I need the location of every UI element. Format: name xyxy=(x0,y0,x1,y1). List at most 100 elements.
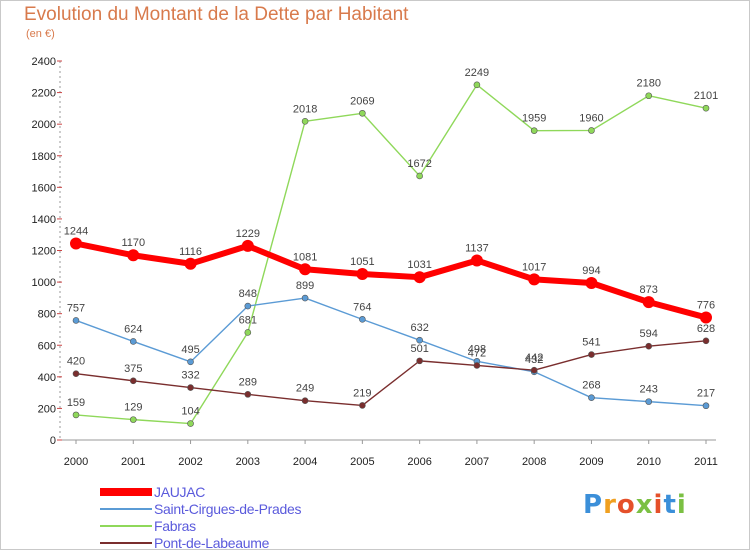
data-point xyxy=(301,294,309,302)
data-point xyxy=(530,366,538,374)
x-tick-label: 2004 xyxy=(293,456,317,468)
data-label: 243 xyxy=(640,384,658,396)
data-point xyxy=(244,329,252,336)
data-point xyxy=(702,104,710,112)
data-label: 764 xyxy=(353,301,371,313)
x-tick-label: 2011 xyxy=(694,456,718,468)
data-label: 1672 xyxy=(407,158,431,170)
data-point xyxy=(645,92,653,100)
x-tick-label: 2006 xyxy=(407,456,431,468)
data-label: 432 xyxy=(525,354,543,366)
legend-swatch xyxy=(100,525,152,527)
y-tick-label: 800 xyxy=(38,309,56,321)
x-tick-label: 2003 xyxy=(236,456,260,468)
series-line-0 xyxy=(75,240,707,321)
data-label: 495 xyxy=(181,344,199,356)
data-label: 289 xyxy=(239,376,257,388)
data-point xyxy=(299,263,312,276)
data-label: 1116 xyxy=(179,246,202,258)
series-line-2 xyxy=(75,84,707,425)
logo-letter: r xyxy=(603,490,617,520)
data-label: 1017 xyxy=(522,261,546,273)
data-point xyxy=(528,273,541,286)
data-point xyxy=(642,296,655,309)
data-label: 594 xyxy=(640,328,658,340)
series-line-1 xyxy=(75,297,707,407)
logo-letter: o xyxy=(616,490,636,520)
data-label: 2101 xyxy=(694,90,718,102)
data-label: 129 xyxy=(124,402,142,414)
data-label: 1244 xyxy=(64,226,88,238)
x-tick-label: 2000 xyxy=(64,456,88,468)
data-point xyxy=(585,277,598,290)
data-label: 1081 xyxy=(293,251,317,263)
data-point xyxy=(700,311,712,324)
y-tick-label: 2400 xyxy=(32,56,56,68)
data-point xyxy=(72,317,80,324)
data-point xyxy=(187,420,194,427)
data-label: 628 xyxy=(697,323,715,335)
data-point xyxy=(127,249,140,262)
proxiti-logo: Proxiti xyxy=(583,490,687,520)
x-tick-label: 2007 xyxy=(465,456,489,468)
data-point xyxy=(356,268,369,281)
data-label: 375 xyxy=(124,363,142,375)
data-point xyxy=(416,172,423,180)
data-label: 632 xyxy=(410,322,428,334)
data-point xyxy=(359,316,366,323)
data-point xyxy=(588,394,595,401)
data-label: 332 xyxy=(181,370,199,382)
x-tick-label: 2005 xyxy=(350,456,374,468)
data-label: 757 xyxy=(67,302,85,314)
x-tick-label: 2008 xyxy=(522,456,546,468)
data-label: 776 xyxy=(697,299,715,311)
data-label: 848 xyxy=(239,288,257,300)
y-tick-label: 200 xyxy=(38,403,56,415)
data-point xyxy=(530,127,538,134)
legend-swatch xyxy=(100,508,152,510)
legend-label: Fabras xyxy=(154,518,196,534)
data-label: 873 xyxy=(640,284,658,296)
y-tick-label: 1600 xyxy=(32,182,56,194)
logo-letter: P xyxy=(583,490,604,520)
data-point xyxy=(416,357,423,365)
data-label: 104 xyxy=(181,406,199,418)
data-point xyxy=(645,398,653,405)
legend-swatch xyxy=(100,542,152,544)
data-label: 541 xyxy=(582,337,600,349)
data-label: 249 xyxy=(296,383,314,395)
logo-letter: x xyxy=(635,490,654,520)
data-label: 442 xyxy=(525,352,543,364)
x-tick-label: 2002 xyxy=(178,456,202,468)
data-label: 2018 xyxy=(293,103,317,115)
y-tick-label: 1800 xyxy=(32,151,56,163)
data-point xyxy=(72,370,80,377)
y-tick-label: 1200 xyxy=(32,246,56,258)
data-point xyxy=(416,336,423,344)
data-point xyxy=(588,127,595,134)
data-point xyxy=(413,271,426,284)
y-tick-label: 0 xyxy=(50,435,56,447)
data-label: 501 xyxy=(410,343,428,355)
data-point xyxy=(129,416,137,423)
data-point xyxy=(588,351,595,358)
data-label: 1051 xyxy=(350,256,374,268)
chart-title: Evolution du Montant de la Dette par Hab… xyxy=(24,4,409,25)
legend-label: JAUJAC xyxy=(154,484,206,500)
x-tick-label: 2010 xyxy=(636,456,660,468)
data-point xyxy=(645,342,653,350)
data-label: 217 xyxy=(697,388,715,400)
data-label: 219 xyxy=(353,387,371,399)
data-label: 624 xyxy=(124,323,142,335)
data-label: 472 xyxy=(468,347,486,359)
data-point xyxy=(359,109,366,117)
series-line-3 xyxy=(75,340,707,407)
y-tick-label: 2200 xyxy=(32,88,56,100)
data-label: 994 xyxy=(582,265,600,277)
data-label: 159 xyxy=(67,397,85,409)
data-point xyxy=(129,377,137,385)
data-point xyxy=(473,362,481,369)
y-tick-label: 400 xyxy=(38,372,56,384)
data-point xyxy=(473,81,481,89)
